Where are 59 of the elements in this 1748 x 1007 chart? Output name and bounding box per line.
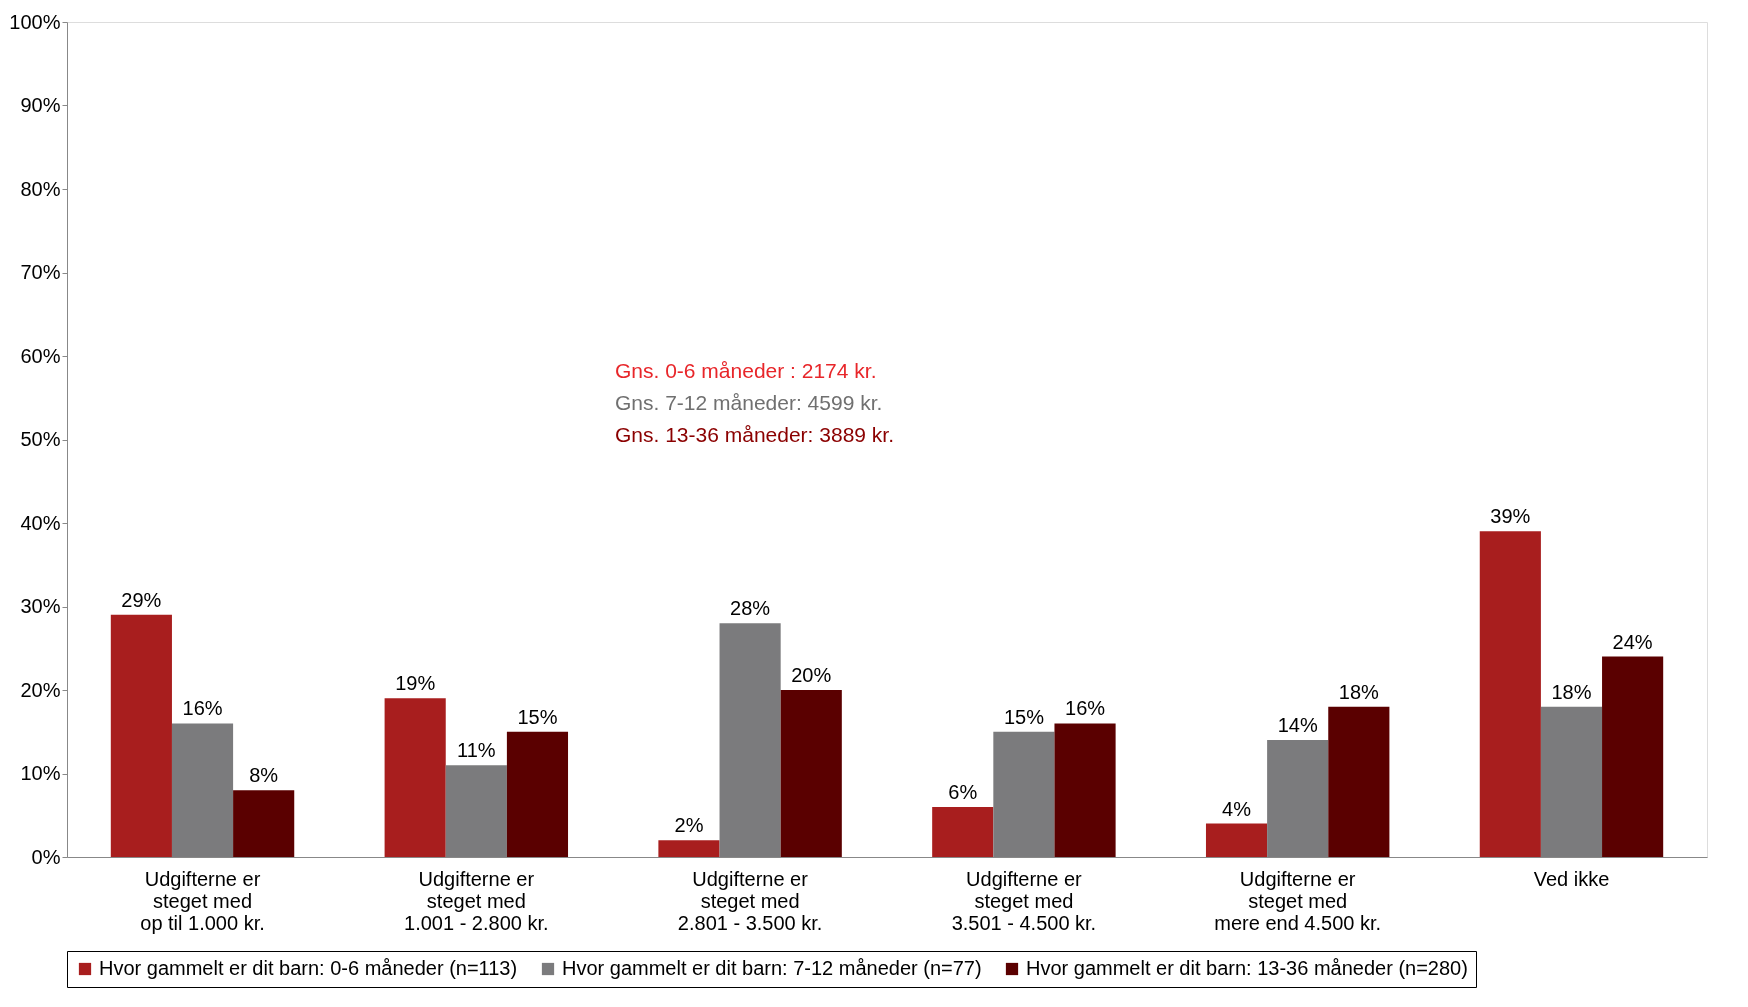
data-label: 24% <box>1612 630 1653 653</box>
bar <box>993 731 1055 857</box>
y-tick-label: 70% <box>20 261 61 283</box>
bar <box>171 723 234 857</box>
y-tick-label: 100% <box>9 10 61 33</box>
x-tick-label: Udgifterne er steget med 2.801 - 3.500 kr. <box>677 867 823 934</box>
bar <box>1054 723 1116 857</box>
data-label: 16% <box>182 697 223 720</box>
data-label: 18% <box>1338 680 1380 703</box>
y-tick-label: 90% <box>20 94 61 116</box>
data-label: 2% <box>674 814 704 837</box>
bar <box>233 790 295 857</box>
data-label: 39% <box>1490 505 1531 528</box>
bar <box>932 806 994 857</box>
y-tick-label: 0% <box>31 845 61 868</box>
y-tick-label: 40% <box>20 511 61 534</box>
data-label: 18% <box>1551 680 1592 703</box>
legend-label: Hvor gammelt er dit barn: 7-12 måneder (n=77) <box>562 957 982 979</box>
y-tick-label: 30% <box>20 595 61 617</box>
data-label: 6% <box>948 780 978 803</box>
x-tick-label: Udgifterne er steget med 3.501 - 4.500 kr. <box>951 867 1097 934</box>
bar <box>1602 656 1664 857</box>
bar <box>1479 531 1541 857</box>
data-label: 20% <box>791 664 832 686</box>
x-tick-label: Udgifterne er steget med op til 1.000 kr. <box>140 867 265 934</box>
bar <box>658 840 720 857</box>
y-tick-label: 10% <box>20 762 61 784</box>
x-tick-label: Ved ikke <box>1533 867 1610 890</box>
bar <box>445 765 507 857</box>
y-tick-label: 50% <box>20 428 61 450</box>
legend-label: Hvor gammelt er dit barn: 0-6 måneder (n=113) <box>99 957 518 979</box>
legend-label: Hvor gammelt er dit barn: 13-36 måneder (n=280) <box>1026 957 1468 979</box>
annotation: Gns. 7-12 måneder: 4599 kr. <box>615 391 883 414</box>
data-label: 19% <box>395 672 436 695</box>
y-tick-label: 80% <box>20 177 61 200</box>
bar <box>1328 706 1390 857</box>
x-tick-label: Udgifterne er steget med mere end 4.500 kr. <box>1214 867 1382 934</box>
bar <box>384 698 446 857</box>
bar <box>780 690 842 857</box>
data-label: 4% <box>1222 797 1252 820</box>
bar <box>506 731 569 857</box>
bar <box>719 623 781 857</box>
annotation: Gns. 13-36 måneder: 3889 kr. <box>615 423 894 446</box>
data-label: 28% <box>730 597 771 620</box>
annotation: Gns. 0-6 måneder : 2174 kr. <box>615 359 877 382</box>
bar <box>1205 823 1268 857</box>
x-tick-label: Udgifterne er steget med 1.001 - 2.800 kr. <box>404 867 549 934</box>
bar <box>1267 740 1329 857</box>
data-label: 15% <box>1003 705 1045 728</box>
data-label: 16% <box>1065 697 1106 720</box>
data-label: 14% <box>1277 714 1318 737</box>
y-tick-label: 20% <box>20 678 61 701</box>
data-label: 29% <box>121 588 162 611</box>
bar <box>1540 706 1603 857</box>
y-tick-label: 60% <box>20 344 61 367</box>
data-label: 15% <box>517 705 558 728</box>
data-label: 11% <box>457 739 496 762</box>
data-label: 8% <box>249 764 279 787</box>
bar <box>110 614 172 857</box>
